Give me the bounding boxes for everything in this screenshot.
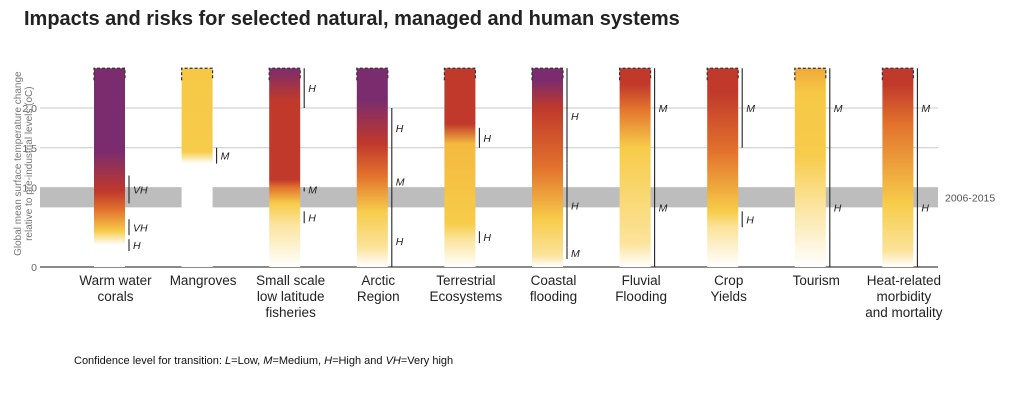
footnote-text-m: =Medium, — [272, 355, 325, 367]
footnote-text-h: =High and — [332, 355, 386, 367]
confidence-label: M — [396, 177, 405, 189]
category-label: Arctic Region — [357, 273, 400, 304]
confidence-label: VH — [133, 184, 148, 196]
category-label: Small scale low latitude fisheries — [256, 273, 325, 320]
footnote-key-m: M — [263, 355, 273, 367]
category-label: Crop Yields — [711, 273, 748, 304]
y-tick-label: 0 — [31, 262, 37, 274]
confidence-label: M — [746, 103, 755, 115]
risk-bar — [882, 68, 914, 267]
confidence-label: H — [571, 200, 579, 212]
footnote-text-vh: =Very high — [400, 355, 454, 367]
risk-bar — [794, 68, 826, 267]
risk-bar — [181, 68, 213, 267]
y-tick-label: 2.0 — [22, 103, 37, 115]
confidence-footnote: Confidence level for transition: L=Low, … — [74, 355, 453, 367]
bar-top-cap — [619, 67, 652, 81]
category-label: Coastal flooding — [530, 273, 577, 304]
footnote-key-l: L — [225, 355, 232, 367]
confidence-label: H — [834, 202, 842, 214]
y-tick-label: 1.0 — [22, 183, 37, 195]
bar-top-cap — [794, 67, 827, 81]
confidence-label: H — [308, 83, 316, 95]
bar-top-cap — [706, 67, 739, 81]
footnote-text-l: =Low, — [231, 355, 264, 367]
confidence-label: M — [921, 103, 930, 115]
confidence-label: H — [396, 236, 404, 248]
risk-bar — [619, 68, 651, 267]
risk-bars: H VH VH M H M H H M H H H M H H M M H M H M H M — [93, 67, 930, 267]
confidence-label: M — [221, 151, 230, 163]
footnote-prefix: Confidence level for transition: — [74, 355, 226, 367]
y-axis-label: Global mean surface temperature changere… — [13, 71, 35, 256]
bar-top-cap — [181, 67, 214, 81]
category-labels: Warm water corals Mangroves Small scale low … — [79, 273, 942, 320]
confidence-label: H — [746, 214, 754, 226]
confidence-label: H — [571, 111, 579, 123]
risk-bar — [532, 68, 563, 267]
risk-bar — [94, 68, 125, 267]
footnote-key-h: H — [324, 355, 333, 367]
confidence-label: M — [659, 103, 668, 115]
confidence-label: VH — [133, 222, 148, 234]
category-label: Warm water corals — [79, 273, 152, 304]
risk-bar — [707, 68, 739, 267]
bar-top-cap — [356, 67, 389, 81]
bar-top-cap — [881, 67, 914, 81]
bar-top-cap — [531, 67, 564, 81]
confidence-label: H — [308, 212, 316, 224]
risk-bar — [444, 68, 476, 267]
confidence-label: M — [571, 248, 580, 260]
chart-title: Impacts and risks for selected natural, … — [24, 8, 680, 30]
reference-band-label: 2006-2015 — [945, 192, 995, 204]
confidence-label: H — [396, 123, 404, 135]
confidence-label: H — [921, 202, 929, 214]
risk-bar — [269, 68, 301, 267]
confidence-label: M — [834, 103, 843, 115]
bar-top-cap — [443, 67, 476, 81]
y-tick-label: 1.5 — [22, 143, 37, 155]
category-label: Mangroves — [170, 273, 237, 288]
confidence-label: H — [133, 240, 141, 252]
bar-top-cap — [268, 67, 301, 81]
category-label: Fluvial Flooding — [615, 273, 667, 304]
confidence-label: M — [659, 202, 668, 214]
risk-bar — [356, 68, 388, 267]
confidence-label: H — [483, 133, 491, 145]
footnote-key-vh: VH — [385, 355, 401, 367]
confidence-label: H — [483, 232, 491, 244]
category-label: Terrestrial Ecosystems — [430, 273, 503, 304]
confidence-label: M — [308, 184, 317, 196]
bar-top-cap — [93, 67, 126, 81]
category-label: Tourism — [793, 273, 840, 288]
category-label: Heat-related morbidity and mortality — [865, 273, 943, 320]
